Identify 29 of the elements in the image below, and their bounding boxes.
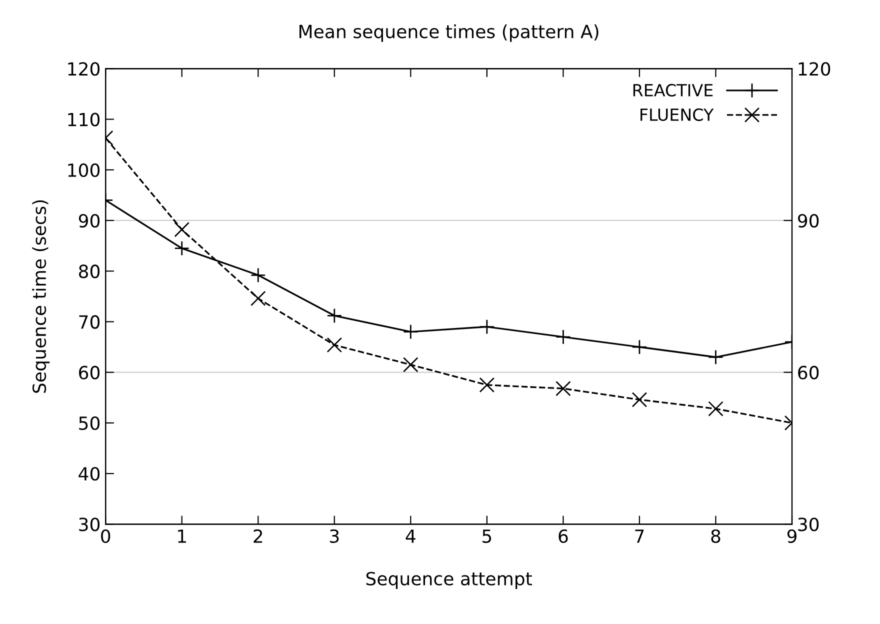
- x-tick-label: 7: [635, 530, 644, 543]
- y2-tick-label: 60: [798, 366, 819, 380]
- y-tick-label: 60: [79, 366, 100, 380]
- x-tick-label: 2: [254, 529, 262, 543]
- x-tick-label: 8: [711, 529, 720, 543]
- x-tick-label: 1: [178, 530, 186, 543]
- y2-tick-label: 120: [798, 62, 830, 76]
- y-tick-label: 40: [78, 467, 100, 481]
- y-axis-title: Sequence time (secs): [32, 200, 50, 393]
- chart-title: Mean sequence times (pattern A): [300, 24, 598, 42]
- y-tick-label: 50: [79, 416, 100, 430]
- y-tick-label: 70: [79, 315, 100, 329]
- x-axis-title: Sequence attempt: [366, 572, 532, 589]
- x-tick-label: 9: [787, 529, 796, 543]
- y2-tick-label: 30: [798, 518, 819, 532]
- y-tick-label: 30: [79, 518, 100, 532]
- y-tick-label: 120: [68, 62, 100, 76]
- x-tick-label: 0: [101, 529, 110, 543]
- x-tick-label: 5: [482, 530, 492, 543]
- legend-label: FLUENCY: [640, 108, 714, 122]
- x-tick-label: 4: [406, 530, 416, 543]
- y-tick-label: 90: [78, 214, 100, 228]
- y-tick-label: 110: [68, 112, 100, 126]
- y-tick-label: 80: [78, 264, 100, 278]
- legend-label: REACTIVE: [633, 84, 713, 97]
- x-tick-label: 3: [330, 529, 339, 543]
- y-tick-label: 100: [68, 163, 100, 177]
- x-tick-label: 6: [558, 529, 568, 543]
- y2-tick-label: 90: [798, 214, 819, 228]
